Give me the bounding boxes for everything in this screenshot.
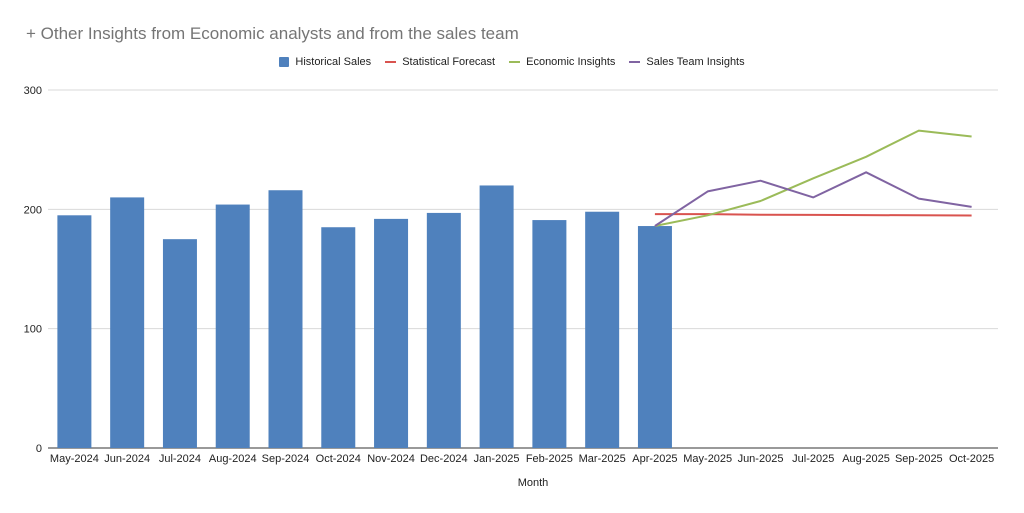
bar-historical-sales[interactable] [637, 226, 672, 448]
x-tick-label: May-2024 [50, 453, 99, 465]
legend-label-sales-team-insights: Sales Team Insights [646, 56, 745, 68]
legend-item-sales-team-insights[interactable]: Sales Team Insights [629, 56, 745, 68]
x-tick-label: Aug-2025 [842, 453, 890, 465]
y-tick-label: 200 [24, 204, 42, 216]
x-tick-label: Sep-2024 [262, 453, 310, 465]
x-tick-label: Feb-2025 [526, 453, 573, 465]
bar-historical-sales[interactable] [585, 211, 620, 448]
x-tick-label: Sep-2025 [895, 453, 943, 465]
legend-swatch-historical-sales [279, 57, 290, 67]
x-axis-title: Month [518, 477, 549, 489]
legend-swatch-sales-team-insights [629, 61, 641, 63]
x-tick-label: Dec-2024 [420, 453, 468, 465]
legend-label-statistical-forecast: Statistical Forecast [402, 56, 496, 68]
x-tick-label: Jul-2025 [792, 453, 834, 465]
bar-historical-sales[interactable] [57, 215, 92, 448]
y-tick-label: 100 [24, 324, 42, 336]
x-tick-label: Oct-2024 [316, 453, 361, 465]
x-tick-label: Jun-2024 [104, 453, 150, 465]
line-statistical-forecast[interactable] [654, 213, 972, 217]
x-tick-label: May-2025 [683, 453, 732, 465]
x-tick-label: Jun-2025 [738, 453, 784, 465]
x-tick-label: Aug-2024 [209, 453, 257, 465]
x-tick-label: Mar-2025 [579, 453, 626, 465]
legend-item-economic-insights[interactable]: Economic Insights [509, 56, 615, 68]
legend-label-historical-sales: Historical Sales [295, 56, 372, 68]
legend-swatch-statistical-forecast [385, 61, 397, 63]
x-tick-label: Oct-2025 [949, 453, 994, 465]
line-sales-team-insights[interactable] [654, 171, 972, 227]
legend-item-historical-sales[interactable]: Historical Sales [279, 56, 371, 68]
legend-swatch-economic-insights [509, 61, 521, 63]
x-tick-label: Nov-2024 [367, 453, 415, 465]
bar-historical-sales[interactable] [215, 204, 250, 448]
x-tick-label: Apr-2025 [632, 453, 677, 465]
x-tick-label: Jan-2025 [474, 453, 520, 465]
legend-item-statistical-forecast[interactable]: Statistical Forecast [385, 56, 495, 68]
y-tick-label: 0 [36, 443, 42, 455]
legend: Historical Sales Statistical Forecast Ec… [0, 56, 1024, 68]
legend-label-economic-insights: Economic Insights [526, 56, 616, 68]
bar-historical-sales[interactable] [321, 227, 356, 448]
x-tick-label: Jul-2024 [159, 453, 201, 465]
bar-historical-sales[interactable] [479, 185, 514, 448]
bar-historical-sales[interactable] [374, 218, 409, 448]
bar-historical-sales[interactable] [110, 197, 145, 448]
line-economic-insights[interactable] [654, 129, 972, 227]
y-tick-label: 300 [24, 85, 42, 97]
bar-historical-sales[interactable] [532, 220, 567, 448]
bar-historical-sales[interactable] [162, 239, 197, 448]
bar-historical-sales[interactable] [426, 212, 461, 448]
chart-title: + Other Insights from Economic analysts … [26, 24, 519, 43]
bar-historical-sales[interactable] [268, 190, 303, 449]
